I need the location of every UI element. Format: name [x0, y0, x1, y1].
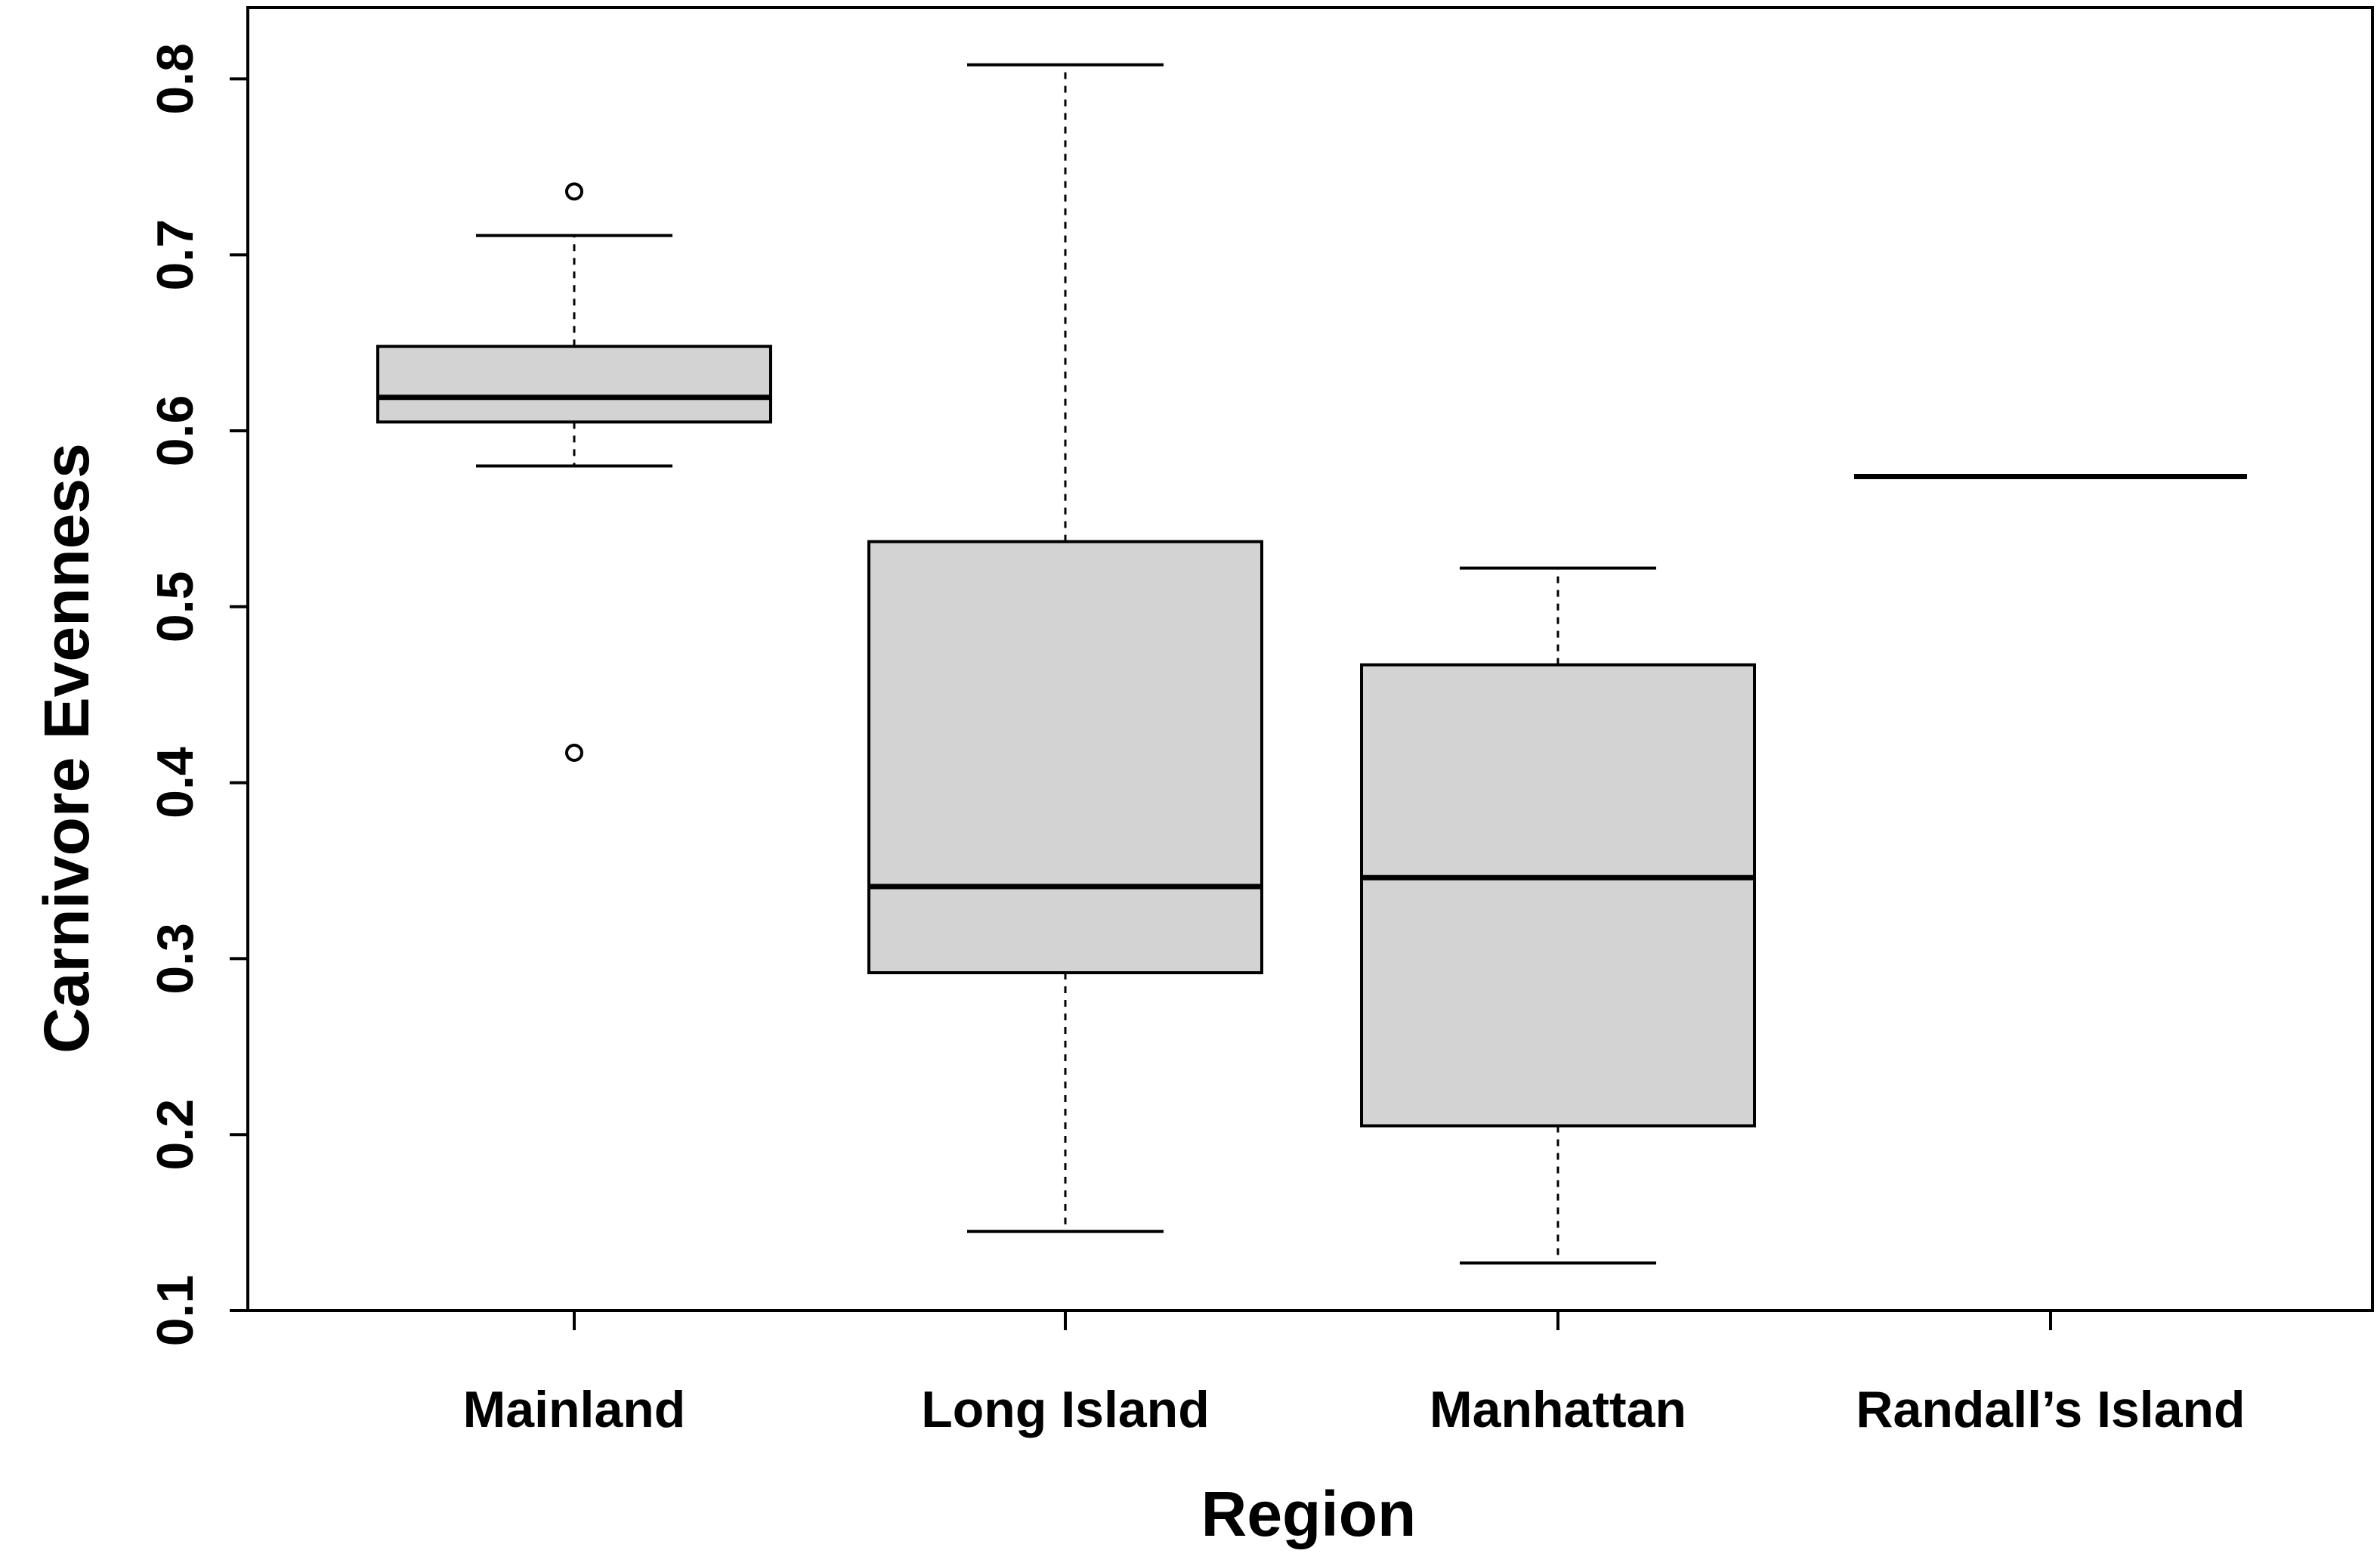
y-tick-label: 0.8	[147, 43, 204, 115]
box-1	[867, 63, 1263, 1233]
y-tick-label: 0.6	[147, 395, 204, 467]
outlier-point	[565, 744, 583, 763]
x-axis: Mainland Long Island Manhattan Randall’s Is…	[463, 1311, 2246, 1438]
y-tick-label: 0.3	[147, 923, 204, 995]
y-tick-label: 0.7	[147, 219, 204, 291]
y-axis-title: Carnivore Evenness	[31, 443, 102, 1054]
iqr-box	[867, 540, 1263, 975]
y-tick-label: 0.1	[147, 1275, 204, 1347]
outlier-point	[565, 182, 583, 201]
x-tick-label: Mainland	[463, 1381, 686, 1438]
x-tick-label: Randall’s Island	[1856, 1381, 2245, 1438]
iqr-box	[1360, 663, 1756, 1128]
box-2	[1360, 566, 1756, 1265]
y-tick-label: 0.4	[147, 747, 204, 819]
y-tick-label: 0.5	[147, 571, 204, 643]
y-tick-label: 0.2	[147, 1099, 204, 1171]
plot-frame	[246, 6, 2374, 1312]
box-0	[376, 182, 772, 763]
x-tick-label: Manhattan	[1430, 1381, 1686, 1438]
x-tick-label: Long Island	[921, 1381, 1210, 1438]
iqr-box	[376, 345, 772, 424]
y-axis: 0.1 0.2 0.3 0.4 0.5 0.6 0.7 0.8	[147, 43, 248, 1346]
x-axis-title: Region	[1201, 1478, 1417, 1549]
boxes-group	[376, 63, 2247, 1265]
